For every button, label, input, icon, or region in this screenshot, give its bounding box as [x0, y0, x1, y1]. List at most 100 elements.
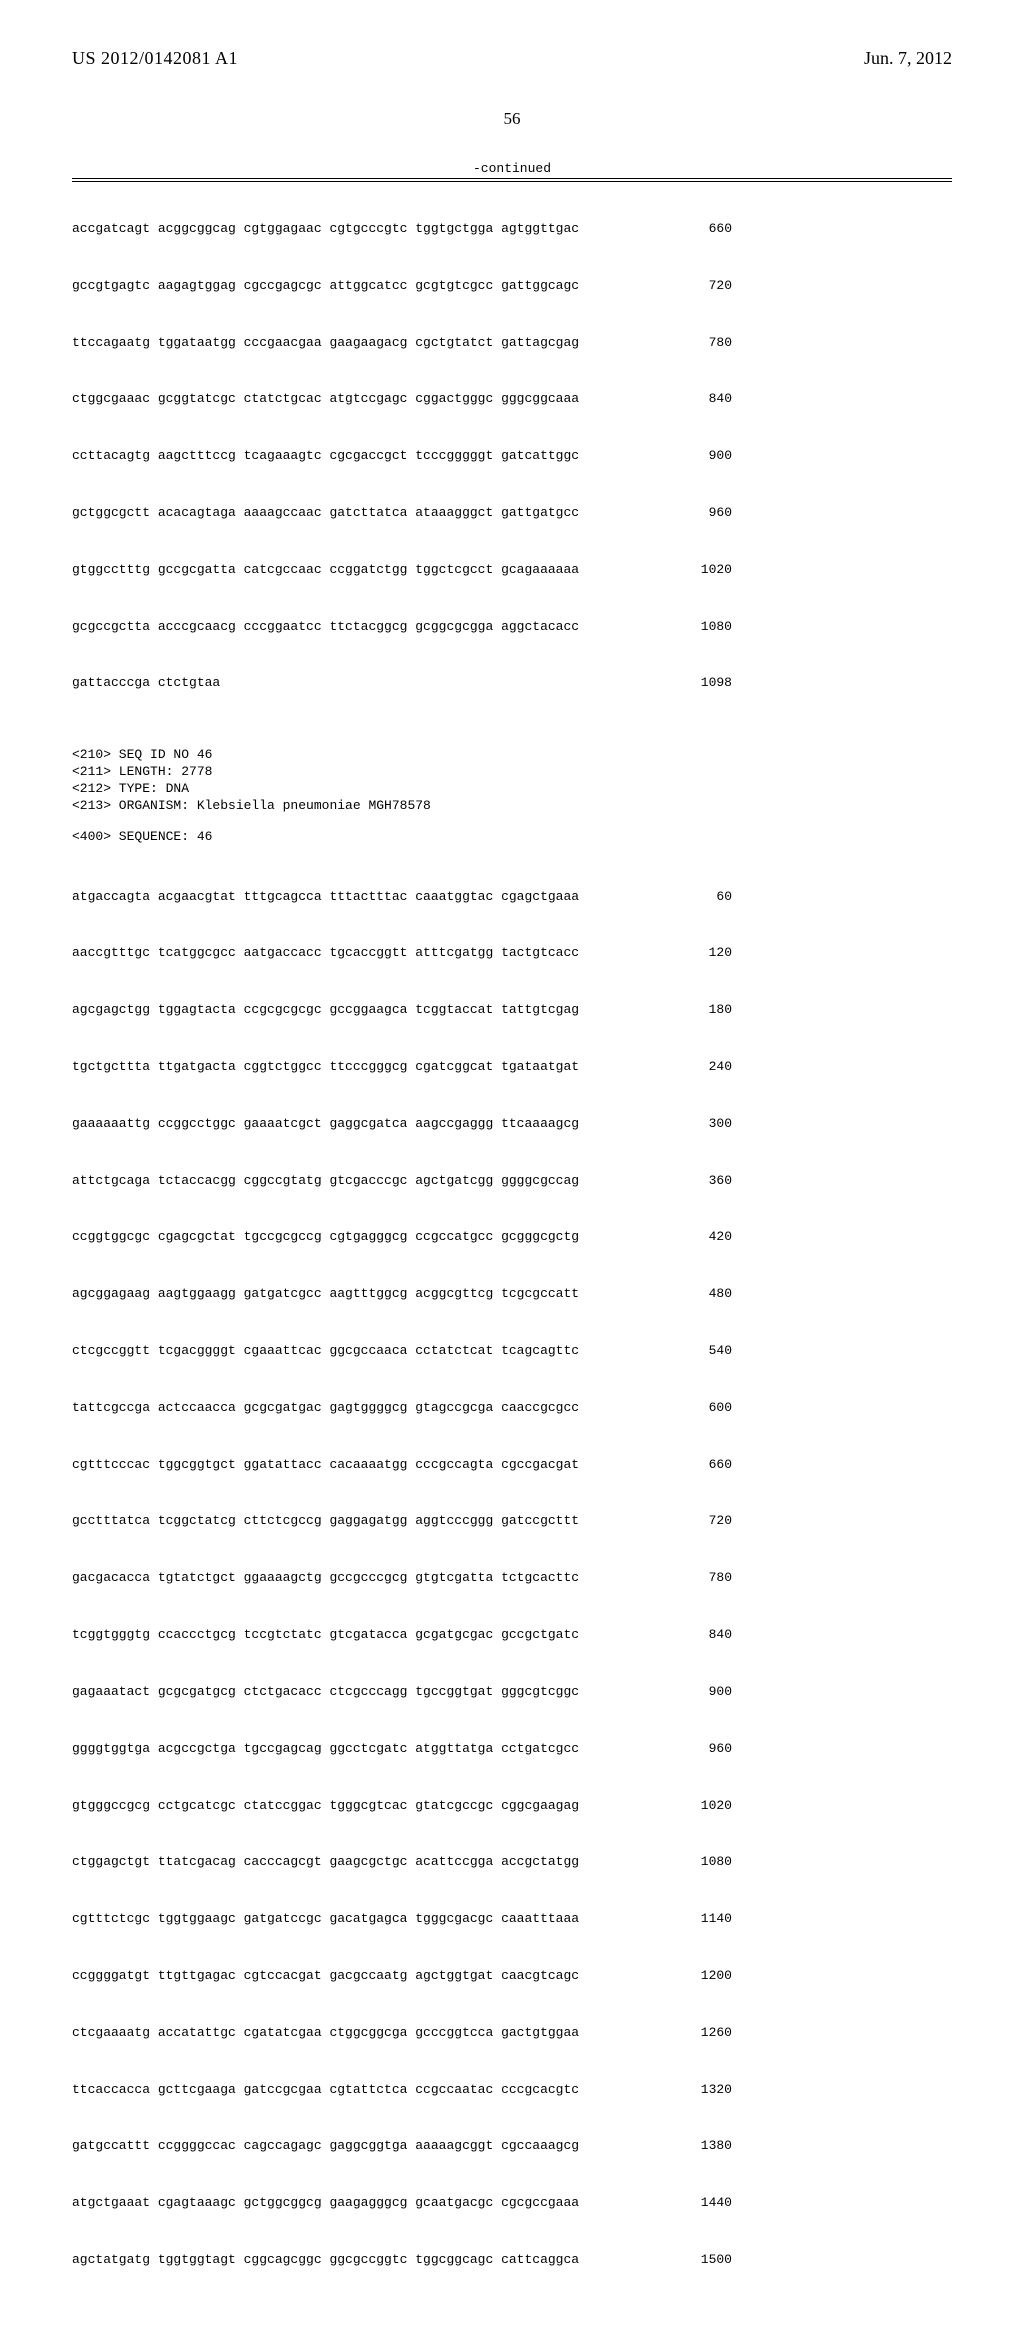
sequence-line: gtggcctttg gccgcgatta catcgccaac ccggatc…: [72, 563, 952, 578]
sequence-position: 720: [682, 1514, 732, 1529]
sequence-line: ctggcgaaac gcggtatcgc ctatctgcac atgtccg…: [72, 392, 952, 407]
sequence-line: gcctttatca tcggctatcg cttctcgccg gaggaga…: [72, 1514, 952, 1529]
meta-type: <212> TYPE: DNA: [72, 781, 952, 798]
sequence-text: cgtttctcgc tggtggaagc gatgatccgc gacatga…: [72, 1912, 579, 1927]
sequence-position: 1080: [682, 1855, 732, 1870]
sequence-line: ctcgccggtt tcgacggggt cgaaattcac ggcgcca…: [72, 1344, 952, 1359]
sequence-text: gagaaatact gcgcgatgcg ctctgacacc ctcgccc…: [72, 1685, 579, 1700]
sequence-line: atgctgaaat cgagtaaagc gctggcggcg gaagagg…: [72, 2196, 952, 2211]
sequence-position: 660: [682, 1458, 732, 1473]
sequence-position: 1098: [682, 676, 732, 691]
sequence-text: cgtttcccac tggcggtgct ggatattacc cacaaaa…: [72, 1458, 579, 1473]
sequence-position: 960: [682, 506, 732, 521]
sequence-text: tattcgccga actccaacca gcgcgatgac gagtggg…: [72, 1401, 579, 1416]
sequence-line: gatgccattt ccggggccac cagccagagc gaggcgg…: [72, 2139, 952, 2154]
sequence-line: attctgcaga tctaccacgg cggccgtatg gtcgacc…: [72, 1174, 952, 1189]
meta-sequence-label: <400> SEQUENCE: 46: [72, 829, 952, 846]
sequence-metadata: <210> SEQ ID NO 46 <211> LENGTH: 2778 <2…: [72, 747, 952, 815]
sequence-line: agctatgatg tggtggtagt cggcagcggc ggcgccg…: [72, 2253, 952, 2268]
horizontal-rule: [72, 178, 952, 182]
sequence-line: ctcgaaaatg accatattgc cgatatcgaa ctggcgg…: [72, 2026, 952, 2041]
sequence-line: tcggtgggtg ccaccctgcg tccgtctatc gtcgata…: [72, 1628, 952, 1643]
sequence-position: 1200: [682, 1969, 732, 1984]
sequence-text: gccgtgagtc aagagtggag cgccgagcgc attggca…: [72, 279, 579, 294]
sequence-line: aaccgtttgc tcatggcgcc aatgaccacc tgcaccg…: [72, 946, 952, 961]
sequence-block-2: atgaccagta acgaacgtat tttgcagcca tttactt…: [72, 860, 952, 2310]
sequence-line: ccggtggcgc cgagcgctat tgccgcgccg cgtgagg…: [72, 1230, 952, 1245]
sequence-line: agcggagaag aagtggaagg gatgatcgcc aagtttg…: [72, 1287, 952, 1302]
sequence-position: 1140: [682, 1912, 732, 1927]
sequence-position: 540: [682, 1344, 732, 1359]
sequence-line: gagaaatact gcgcgatgcg ctctgacacc ctcgccc…: [72, 1685, 952, 1700]
sequence-text: gaaaaaattg ccggcctggc gaaaatcgct gaggcga…: [72, 1117, 579, 1132]
sequence-text: ccggtggcgc cgagcgctat tgccgcgccg cgtgagg…: [72, 1230, 579, 1245]
sequence-line: gccgtgagtc aagagtggag cgccgagcgc attggca…: [72, 279, 952, 294]
sequence-position: 840: [682, 1628, 732, 1643]
sequence-position: 1320: [682, 2083, 732, 2098]
sequence-text: ctggcgaaac gcggtatcgc ctatctgcac atgtccg…: [72, 392, 579, 407]
sequence-line: ccggggatgt ttgttgagac cgtccacgat gacgcca…: [72, 1969, 952, 1984]
sequence-text: gtggcctttg gccgcgatta catcgccaac ccggatc…: [72, 563, 579, 578]
sequence-line: ttccagaatg tggataatgg cccgaacgaa gaagaag…: [72, 336, 952, 351]
sequence-position: 180: [682, 1003, 732, 1018]
sequence-line: gctggcgctt acacagtaga aaaagccaac gatctta…: [72, 506, 952, 521]
sequence-position: 1440: [682, 2196, 732, 2211]
sequence-line: ccttacagtg aagctttccg tcagaaagtc cgcgacc…: [72, 449, 952, 464]
publication-date: Jun. 7, 2012: [864, 48, 952, 69]
meta-organism: <213> ORGANISM: Klebsiella pneumoniae MG…: [72, 798, 952, 815]
sequence-position: 240: [682, 1060, 732, 1075]
sequence-position: 1020: [682, 1799, 732, 1814]
sequence-line: ctggagctgt ttatcgacag cacccagcgt gaagcgc…: [72, 1855, 952, 1870]
sequence-text: ccggggatgt ttgttgagac cgtccacgat gacgcca…: [72, 1969, 579, 1984]
sequence-position: 900: [682, 449, 732, 464]
sequence-text: agcgagctgg tggagtacta ccgcgcgcgc gccggaa…: [72, 1003, 579, 1018]
sequence-line: tgctgcttta ttgatgacta cggtctggcc ttcccgg…: [72, 1060, 952, 1075]
sequence-position: 1020: [682, 563, 732, 578]
sequence-position: 420: [682, 1230, 732, 1245]
sequence-text: tgctgcttta ttgatgacta cggtctggcc ttcccgg…: [72, 1060, 579, 1075]
sequence-line: gaaaaaattg ccggcctggc gaaaatcgct gaggcga…: [72, 1117, 952, 1132]
sequence-text: gctggcgctt acacagtaga aaaagccaac gatctta…: [72, 506, 579, 521]
sequence-text: ctcgccggtt tcgacggggt cgaaattcac ggcgcca…: [72, 1344, 579, 1359]
meta-seq-id: <210> SEQ ID NO 46: [72, 747, 952, 764]
sequence-text: tcggtgggtg ccaccctgcg tccgtctatc gtcgata…: [72, 1628, 579, 1643]
sequence-text: ctcgaaaatg accatattgc cgatatcgaa ctggcgg…: [72, 2026, 579, 2041]
sequence-text: ccttacagtg aagctttccg tcagaaagtc cgcgacc…: [72, 449, 579, 464]
sequence-text: accgatcagt acggcggcag cgtggagaac cgtgccc…: [72, 222, 579, 237]
sequence-text: atgaccagta acgaacgtat tttgcagcca tttactt…: [72, 890, 579, 905]
sequence-text: aaccgtttgc tcatggcgcc aatgaccacc tgcaccg…: [72, 946, 579, 961]
sequence-position: 780: [682, 336, 732, 351]
sequence-position: 780: [682, 1571, 732, 1586]
sequence-header: <400> SEQUENCE: 46: [72, 829, 952, 846]
sequence-text: ttcaccacca gcttcgaaga gatccgcgaa cgtattc…: [72, 2083, 579, 2098]
sequence-position: 360: [682, 1174, 732, 1189]
continued-label: -continued: [72, 161, 952, 176]
sequence-line: atgaccagta acgaacgtat tttgcagcca tttactt…: [72, 890, 952, 905]
sequence-block-1: accgatcagt acggcggcag cgtggagaac cgtgccc…: [72, 192, 952, 733]
sequence-text: attctgcaga tctaccacgg cggccgtatg gtcgacc…: [72, 1174, 579, 1189]
sequence-position: 1080: [682, 620, 732, 635]
sequence-position: 300: [682, 1117, 732, 1132]
sequence-text: agctatgatg tggtggtagt cggcagcggc ggcgccg…: [72, 2253, 579, 2268]
sequence-line: gacgacacca tgtatctgct ggaaaagctg gccgccc…: [72, 1571, 952, 1586]
sequence-position: 120: [682, 946, 732, 961]
sequence-position: 1380: [682, 2139, 732, 2154]
sequence-position: 660: [682, 222, 732, 237]
sequence-line: gtgggccgcg cctgcatcgc ctatccggac tgggcgt…: [72, 1799, 952, 1814]
meta-length: <211> LENGTH: 2778: [72, 764, 952, 781]
sequence-text: ctggagctgt ttatcgacag cacccagcgt gaagcgc…: [72, 1855, 579, 1870]
sequence-text: atgctgaaat cgagtaaagc gctggcggcg gaagagg…: [72, 2196, 579, 2211]
sequence-text: gcctttatca tcggctatcg cttctcgccg gaggaga…: [72, 1514, 579, 1529]
sequence-text: gtgggccgcg cctgcatcgc ctatccggac tgggcgt…: [72, 1799, 579, 1814]
sequence-line: accgatcagt acggcggcag cgtggagaac cgtgccc…: [72, 222, 952, 237]
sequence-text: gattacccga ctctgtaa: [72, 676, 220, 691]
sequence-line: cgtttctcgc tggtggaagc gatgatccgc gacatga…: [72, 1912, 952, 1927]
sequence-text: gacgacacca tgtatctgct ggaaaagctg gccgccc…: [72, 1571, 579, 1586]
sequence-position: 1500: [682, 2253, 732, 2268]
sequence-position: 1260: [682, 2026, 732, 2041]
sequence-position: 60: [682, 890, 732, 905]
sequence-position: 600: [682, 1401, 732, 1416]
sequence-text: gatgccattt ccggggccac cagccagagc gaggcgg…: [72, 2139, 579, 2154]
sequence-position: 720: [682, 279, 732, 294]
sequence-line: gattacccga ctctgtaa 1098: [72, 676, 952, 691]
